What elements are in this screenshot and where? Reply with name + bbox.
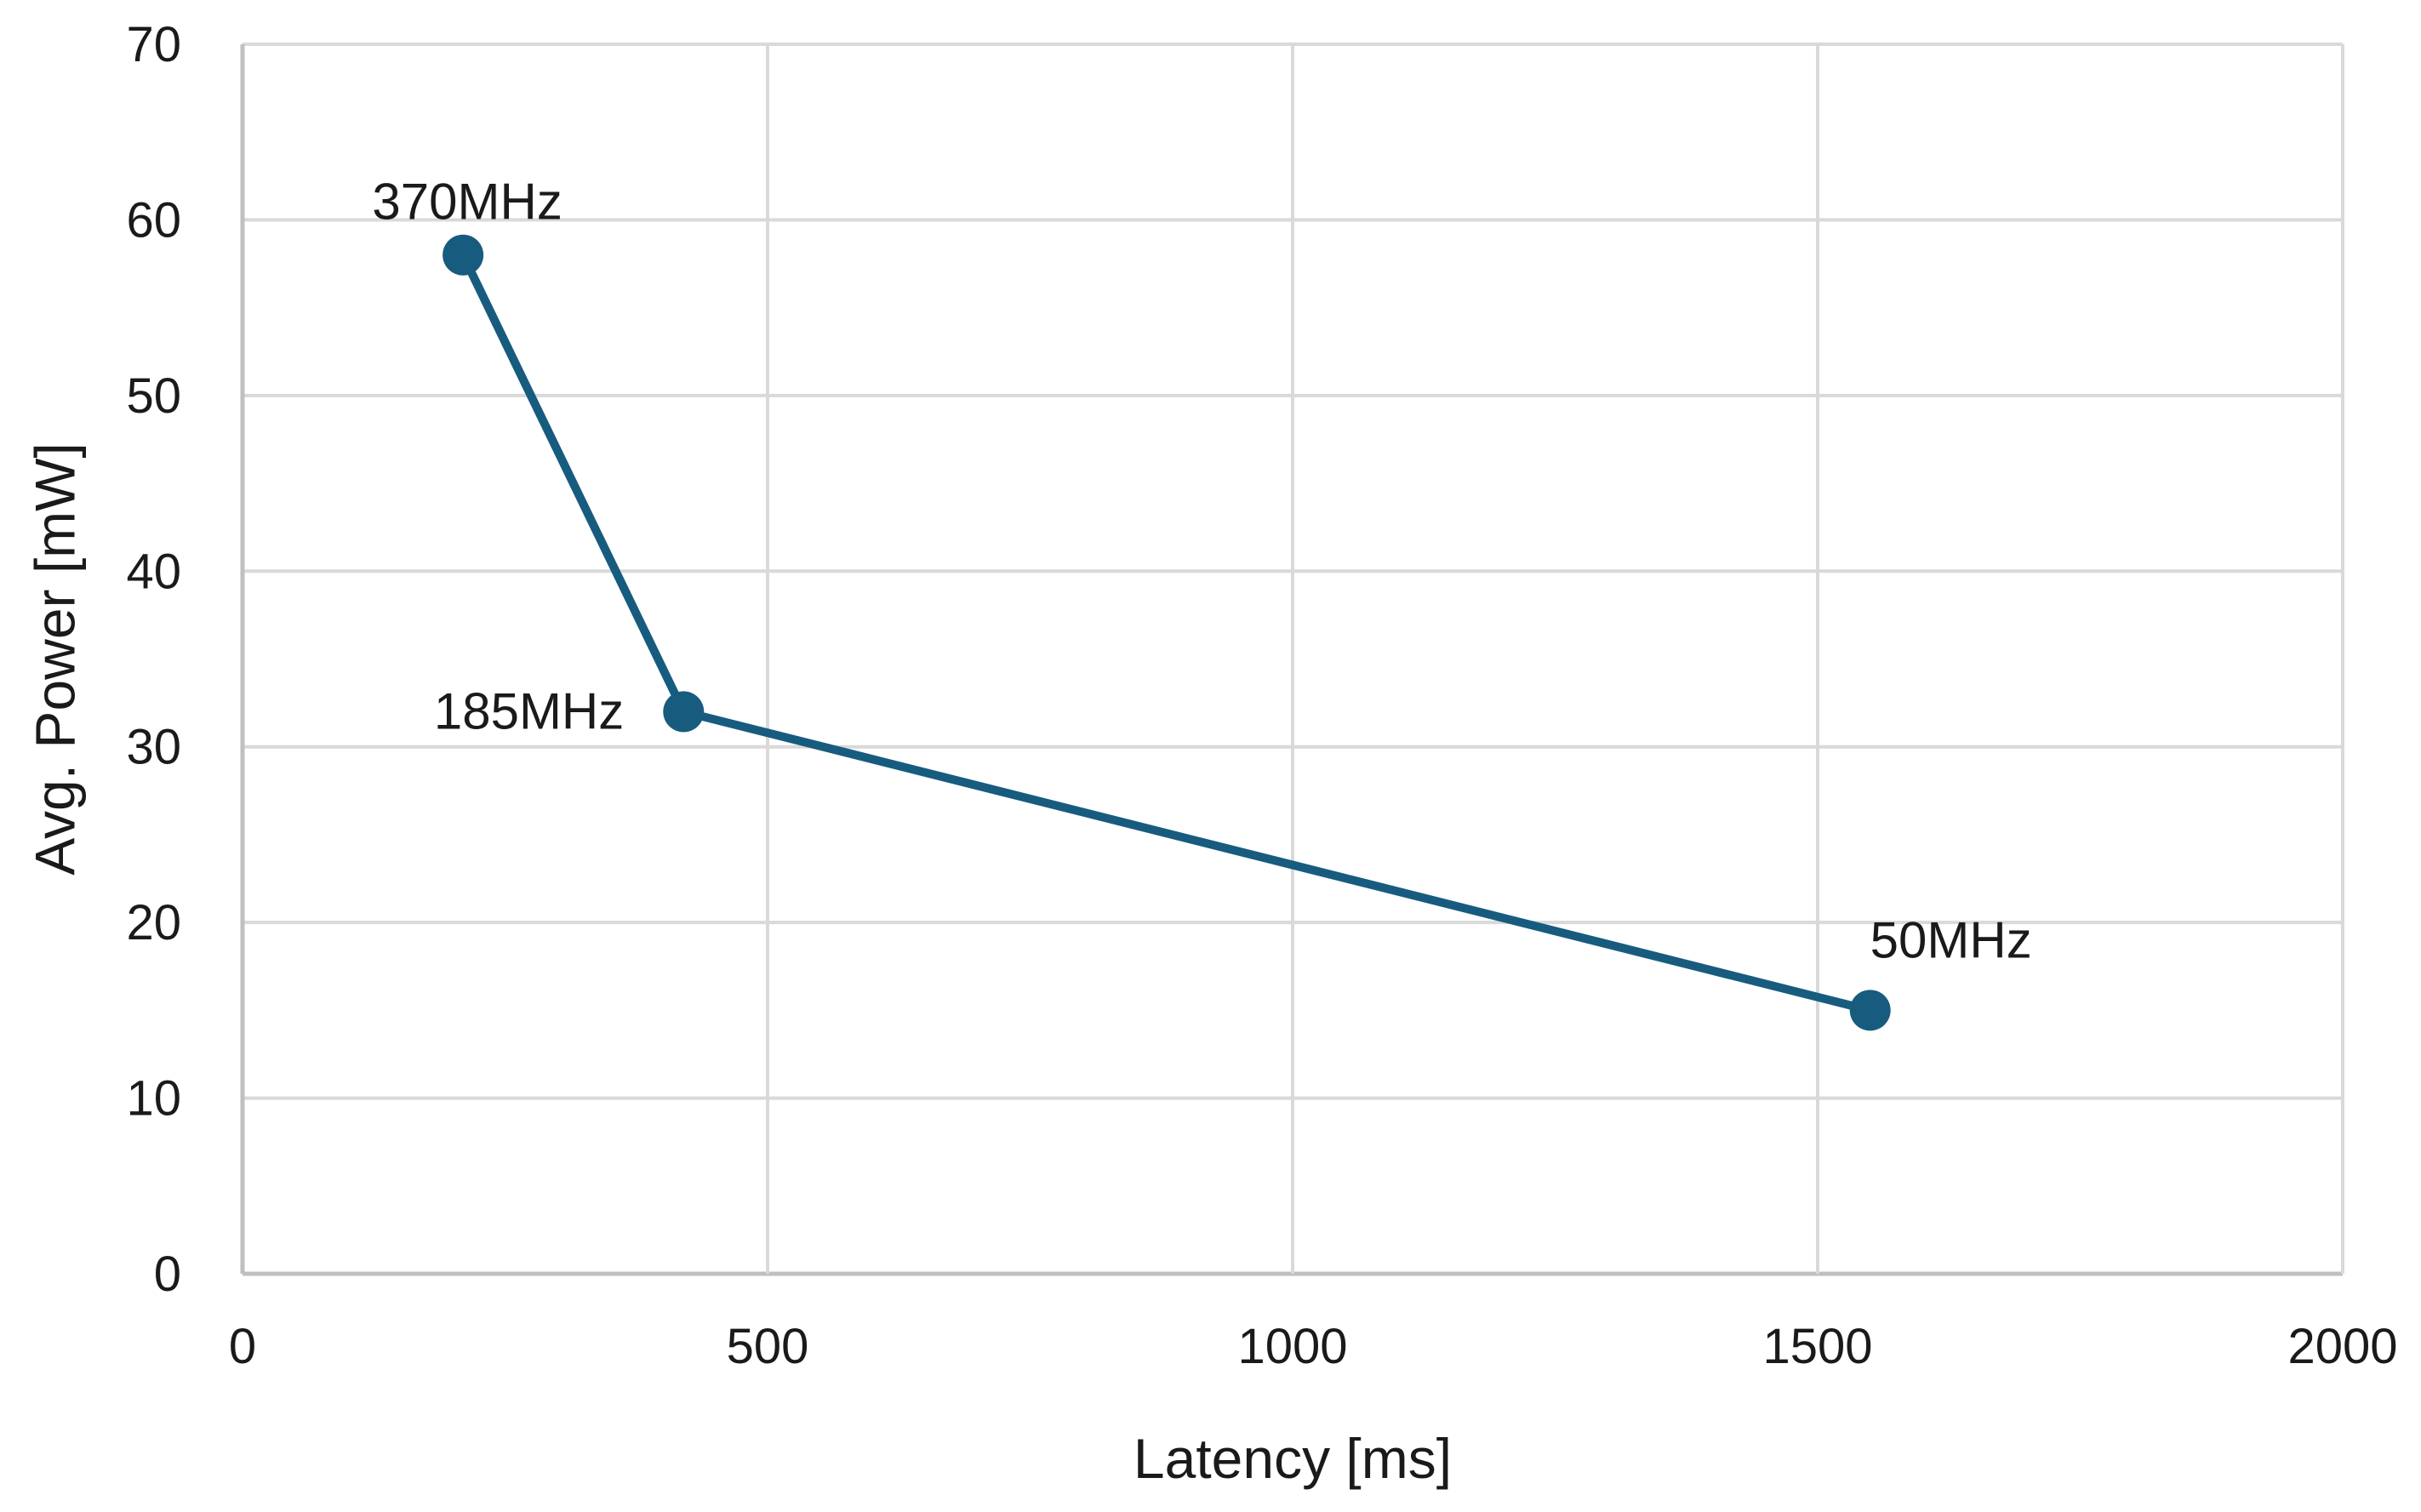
- x-tick-label-2: 1000: [1237, 1319, 1347, 1374]
- data-label-1: 185MHz: [434, 682, 624, 739]
- x-tick-label-3: 1500: [1762, 1319, 1872, 1374]
- y-axis-title: Avg. Power [mW]: [23, 442, 86, 876]
- data-labels: 370MHz 185MHz 50MHz: [372, 174, 2031, 969]
- series: [443, 234, 1891, 1031]
- y-tick-label-2: 20: [126, 895, 181, 950]
- y-tick-label-7: 70: [126, 17, 181, 72]
- y-tick-label-4: 40: [126, 544, 181, 599]
- data-label-2: 50MHz: [1870, 911, 2032, 968]
- y-tick-label-0: 0: [154, 1247, 181, 1302]
- axes: 0 10 20 30 40 50 60 70 0 500 1000 1500 2000: [126, 17, 2397, 1374]
- series-line-0: [459, 253, 1871, 1015]
- y-tick-label-1: 10: [126, 1071, 181, 1127]
- y-tick-label-3: 30: [126, 720, 181, 775]
- grid: [240, 43, 2344, 1276]
- data-label-0: 370MHz: [372, 174, 562, 231]
- data-point-0: [443, 234, 484, 276]
- x-tick-label-0: 0: [229, 1319, 256, 1374]
- y-tick-label-6: 60: [126, 192, 181, 248]
- x-axis-title: Latency [ms]: [1133, 1427, 1452, 1490]
- data-point-2: [1849, 990, 1891, 1031]
- data-point-1: [663, 691, 705, 733]
- y-tick-label-5: 50: [126, 368, 181, 424]
- x-tick-label-4: 2000: [2287, 1319, 2397, 1374]
- x-tick-label-1: 500: [727, 1319, 809, 1374]
